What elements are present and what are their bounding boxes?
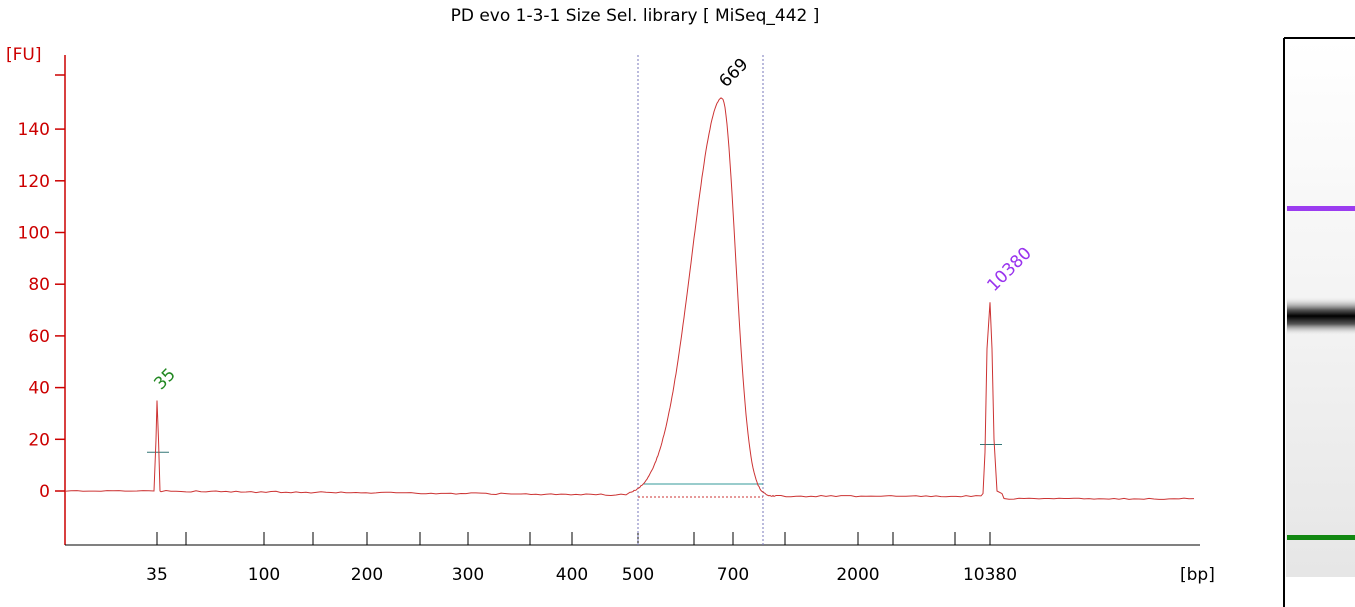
gel-band-lower-marker [1287, 535, 1355, 540]
gel-band-sample [1287, 296, 1355, 336]
gel-band-upper-marker [1287, 206, 1355, 211]
